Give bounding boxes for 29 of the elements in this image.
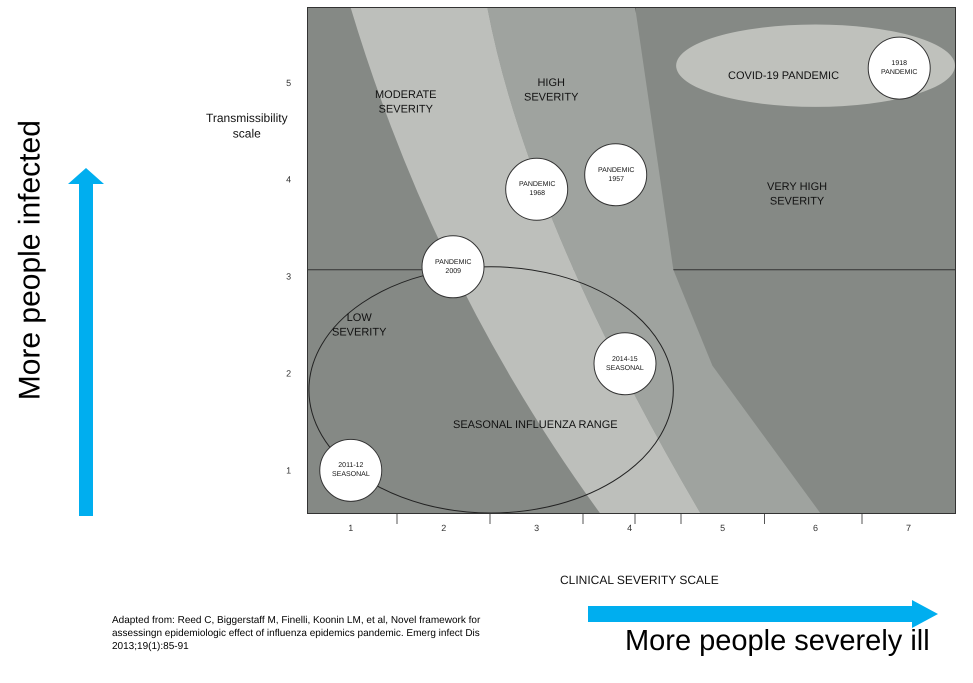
x-tick-label: 3 <box>534 522 540 533</box>
y-tick-label: 1 <box>286 466 292 476</box>
x-tick-label: 2 <box>441 522 446 533</box>
annotation: LOW SEVERITY <box>332 312 388 338</box>
y-axis-title: Transmissibility scale <box>206 111 288 141</box>
y-tick-label: 5 <box>286 78 292 88</box>
x-tick-label: 7 <box>906 522 912 533</box>
point <box>505 158 568 221</box>
text: More people severely ill <box>625 625 930 657</box>
annotation: HIGH SEVERITY <box>524 77 580 104</box>
x-tick-label: 1 <box>348 522 354 533</box>
x-tick-label: 5 <box>720 522 726 533</box>
y-tick-label: 3 <box>286 272 292 282</box>
y-tick-label: 4 <box>286 174 292 185</box>
y-tick-label: 2 <box>286 368 292 379</box>
point <box>594 332 656 396</box>
x-tick-label: 4 <box>627 522 632 533</box>
text: Adapted from: Reed C, Biggerstaff M, Finelli, Koonin LM, et al, Novel framework for assessingn epidemiologic effect of influenza epidemics pandemic. Emerg infect Dis 2013;19(1):85-91 <box>112 615 481 652</box>
annotation: VERY HIGH SEVERITY <box>767 181 828 208</box>
point <box>584 143 648 206</box>
annotation: MODERATE SEVERITY <box>375 89 437 116</box>
point <box>319 438 382 502</box>
point <box>868 36 931 100</box>
annotation: COVID-19 PANDEMIC <box>728 70 840 82</box>
x-axis-title: CLINICAL SEVERITY SCALE <box>560 573 719 587</box>
x-tick-label: 6 <box>813 522 818 533</box>
point <box>422 235 485 298</box>
annotation: SEASONAL INFLUENZA RANGE <box>453 419 618 431</box>
text: More people infected <box>13 120 46 400</box>
